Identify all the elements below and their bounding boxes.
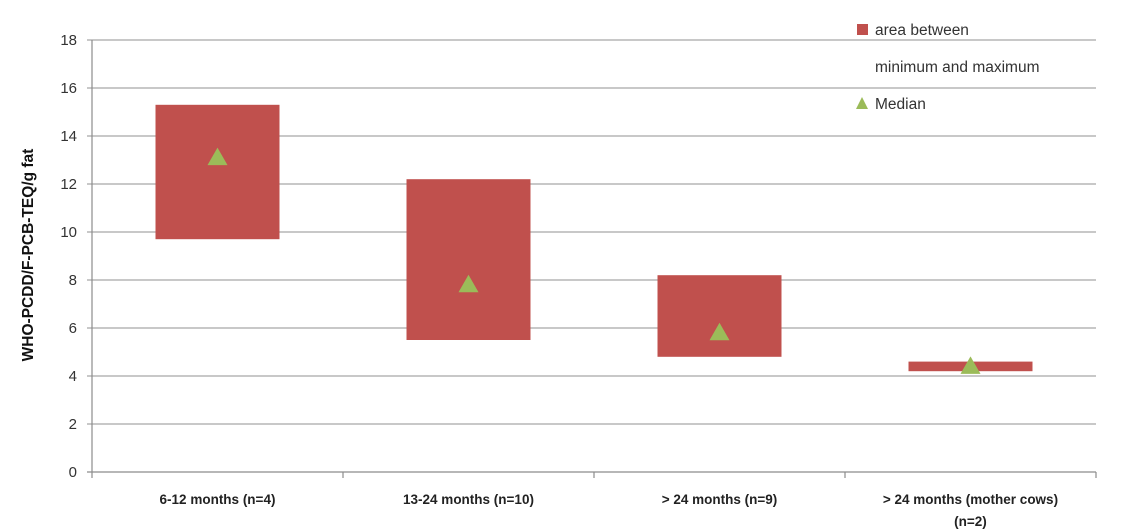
median-marker — [458, 274, 479, 293]
y-tick-label: 0 — [69, 464, 77, 481]
y-tick-label: 4 — [69, 368, 77, 385]
range-bar — [657, 275, 782, 357]
category-label: (n=2) — [954, 514, 987, 529]
median-marker — [207, 147, 228, 166]
category-label: 6-12 months (n=4) — [160, 492, 276, 507]
y-tick-label: 16 — [60, 80, 77, 97]
category-label: 13-24 months (n=10) — [403, 492, 534, 507]
range-bars — [155, 104, 1033, 372]
category-label: > 24 months (n=9) — [662, 492, 778, 507]
median-marker — [960, 356, 981, 374]
category-label: > 24 months (mother cows) — [883, 492, 1058, 507]
legend-label: area between — [875, 22, 969, 39]
median-marker — [709, 322, 730, 341]
category-labels: 6-12 months (n=4) 13-24 months (n=10) > 24… — [160, 492, 1059, 529]
legend-label: minimum and maximum — [875, 59, 1040, 76]
legend: area between minimum and maximum Median — [856, 22, 1040, 113]
legend-label: Median — [875, 96, 926, 113]
y-tick-label: 2 — [69, 416, 77, 433]
y-tick-label: 12 — [60, 176, 77, 193]
legend-swatch-median — [856, 97, 868, 109]
y-tick-label: 8 — [69, 272, 77, 289]
median-markers — [207, 147, 981, 374]
legend-swatch-range — [857, 24, 868, 35]
y-tick-labels: 0 2 4 6 8 10 12 14 16 18 — [60, 32, 77, 481]
range-bar — [155, 104, 280, 240]
y-tick-label: 10 — [60, 224, 77, 241]
range-bar — [406, 179, 531, 340]
y-tick-label: 14 — [60, 128, 77, 145]
y-tick-label: 18 — [60, 32, 77, 49]
x-axis — [91, 40, 1097, 478]
y-tick-label: 6 — [69, 320, 77, 337]
y-axis-title: WHO-PCDD/F-PCB-TEQ/g fat — [20, 149, 37, 362]
